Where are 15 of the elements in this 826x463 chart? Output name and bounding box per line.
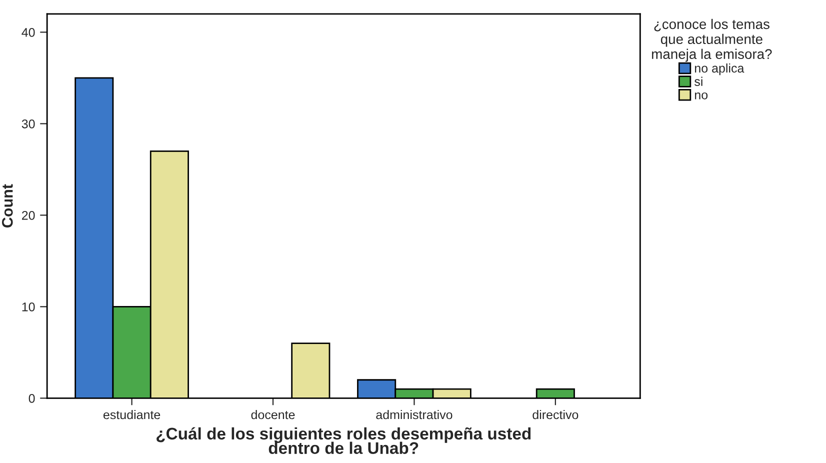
x-tick-label: directivo (532, 410, 578, 420)
x-tick-label: docente (251, 410, 295, 420)
legend-label: si (694, 76, 702, 86)
legend-label: no aplica (694, 63, 744, 76)
legend-title: ¿conoce los temas que actualmente maneja la emisora? (652, 18, 772, 62)
y-tick-label: 0 (28, 394, 35, 403)
x-axis-title: ¿Cuál de los siguientes roles desempeña usted dentro de la Unab? (156, 427, 531, 454)
x-tick-label: administrativo (376, 410, 452, 420)
y-tick-label: 10 (22, 302, 35, 312)
legend-label: no (694, 92, 708, 100)
x-tick-label: estudiante (103, 410, 160, 420)
y-tick-label: 20 (22, 210, 35, 220)
y-tick-label: 30 (22, 119, 35, 128)
y-tick-label: 40 (22, 28, 35, 37)
y-axis-title: Count (2, 184, 13, 228)
